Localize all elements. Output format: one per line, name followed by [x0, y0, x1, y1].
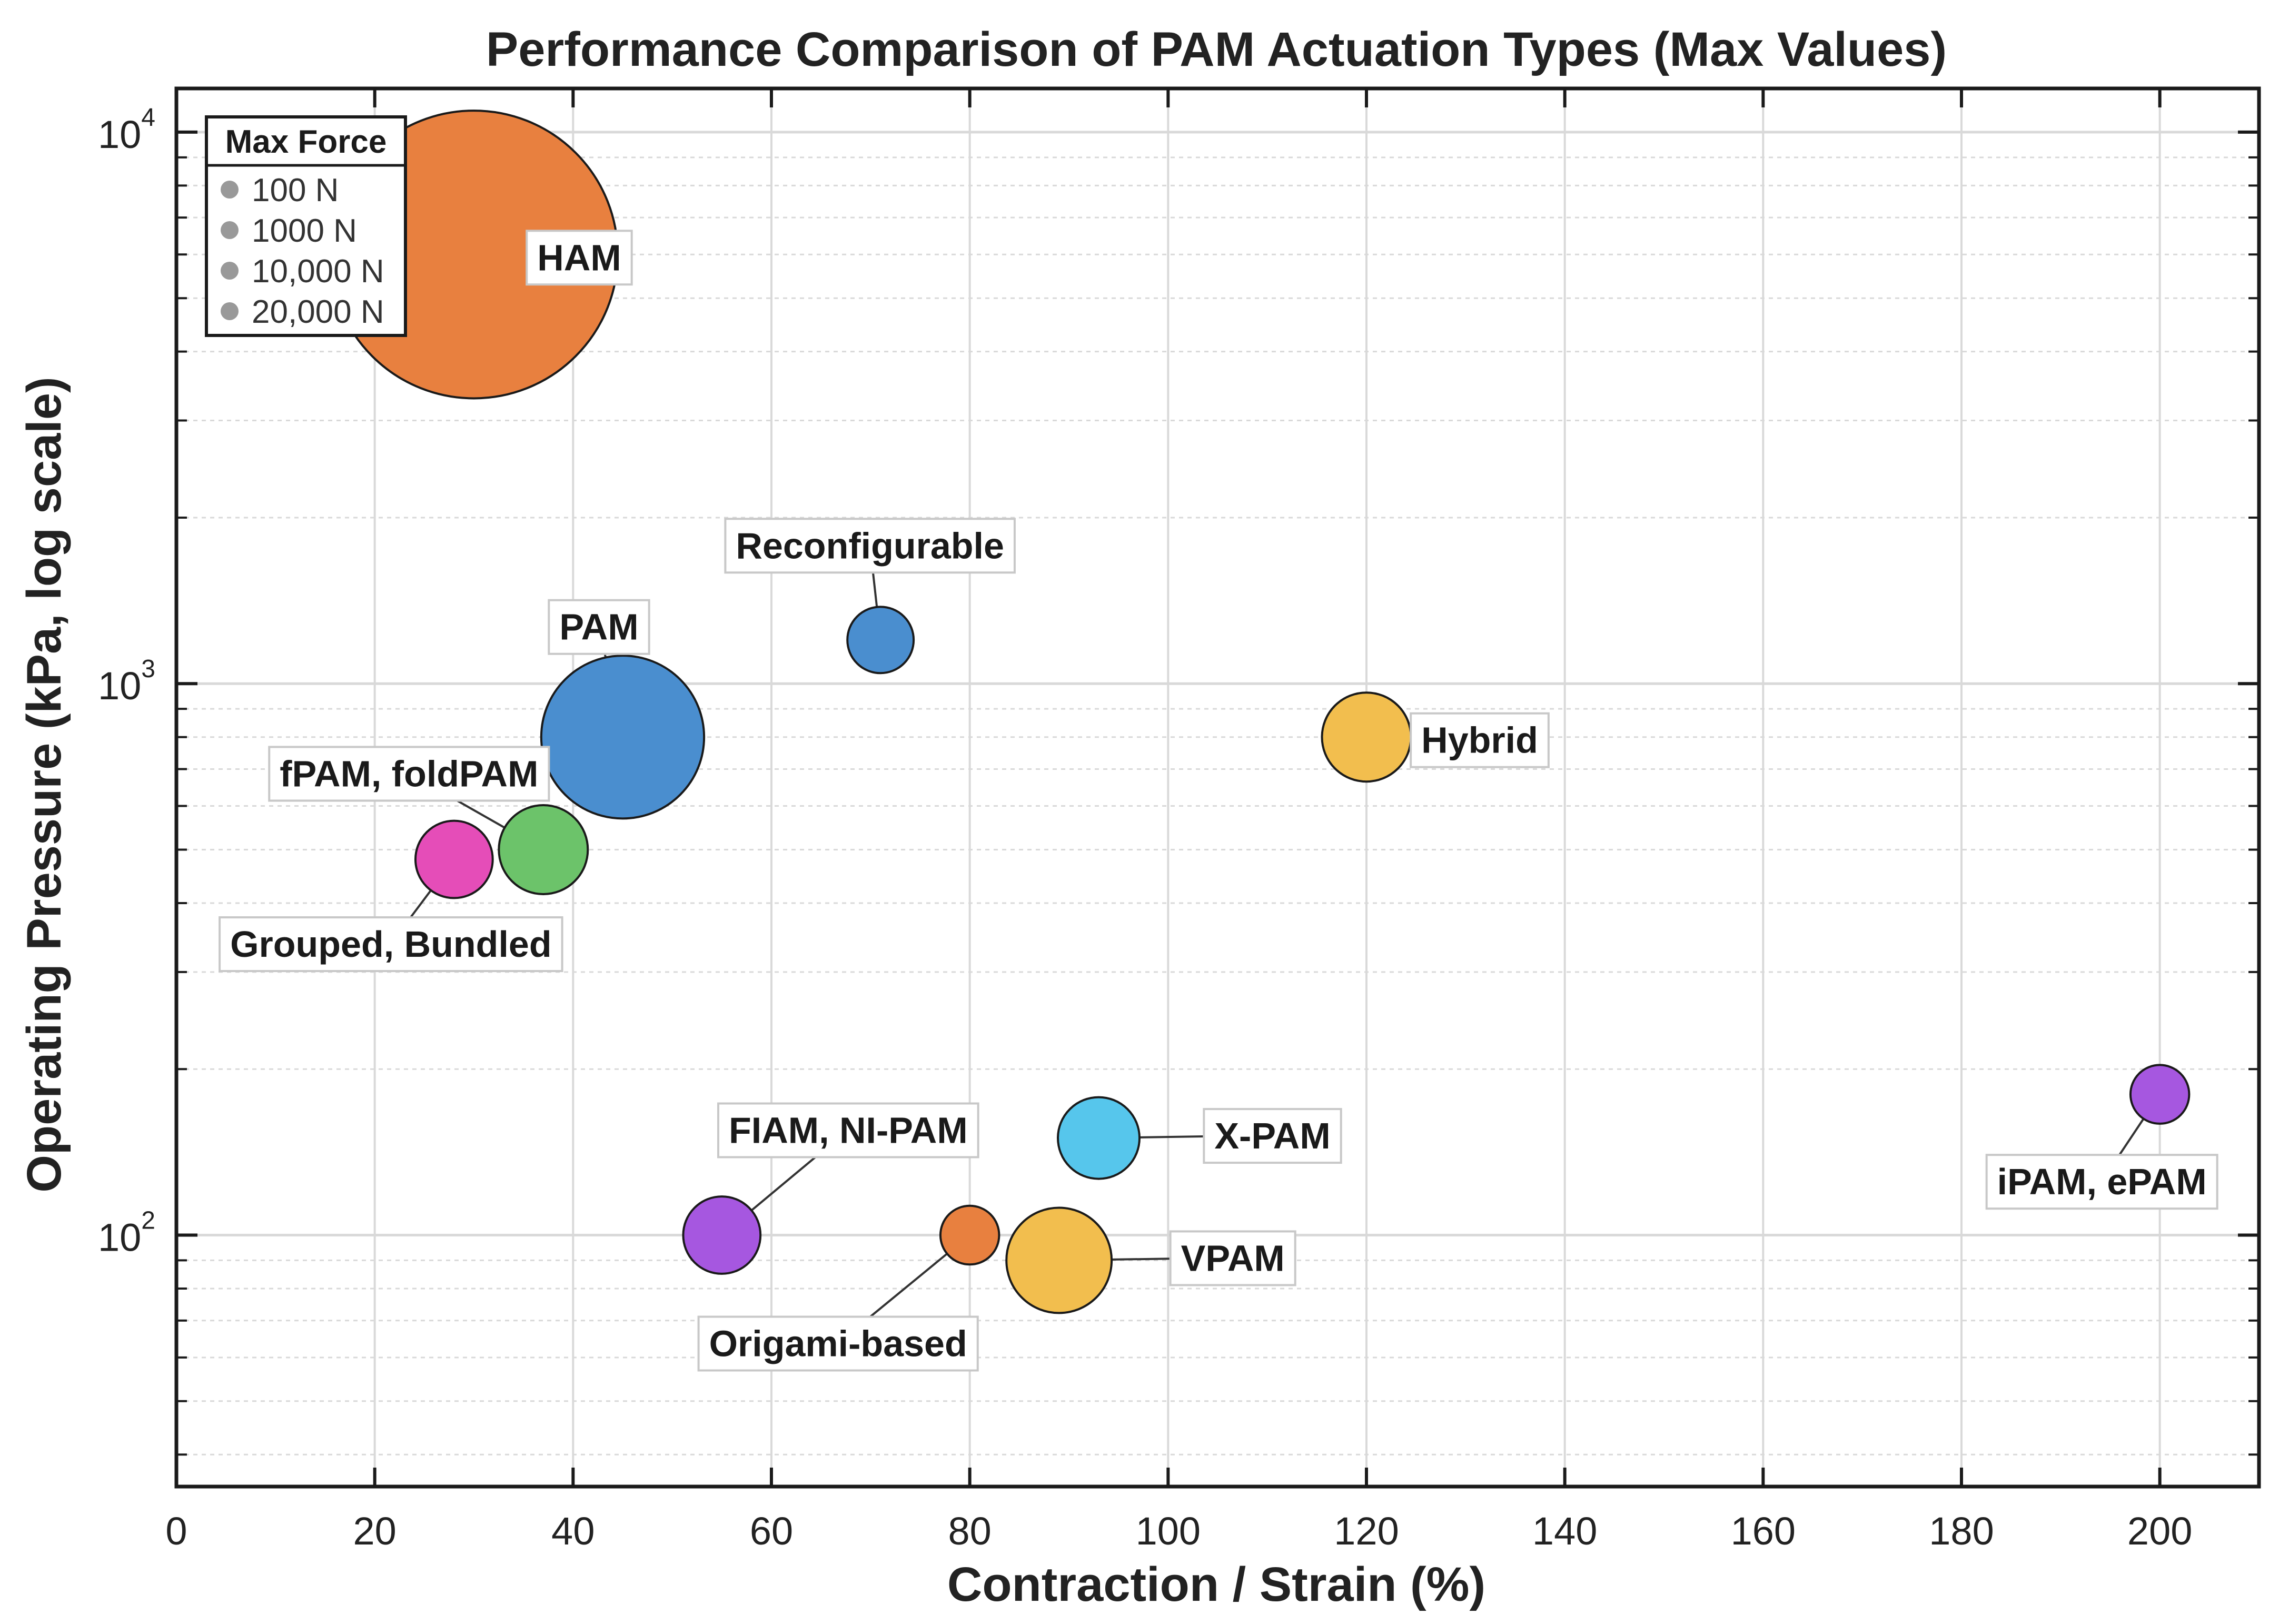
x-tick-label: 120 — [1334, 1509, 1399, 1553]
annotation-box — [548, 599, 650, 655]
annotation-box — [1203, 1108, 1342, 1164]
annotation-label: VPAM — [1181, 1237, 1285, 1279]
legend-entry: 1000 N — [252, 213, 357, 249]
data-point — [498, 804, 589, 895]
x-tick-label: 180 — [1929, 1509, 1994, 1553]
annotation-box — [724, 518, 1016, 574]
legend-entry: 100 N — [252, 172, 339, 209]
y-axis-label: Operating Pressure (kPa, log scale) — [17, 377, 71, 1192]
legend: Max Force 100 N 1000 N 10,000 N 20,000 N — [205, 115, 407, 337]
data-point — [1321, 691, 1412, 783]
annotation: HAM — [526, 230, 633, 286]
annotation: VPAM — [1169, 1230, 1296, 1286]
annotation: iPAM, ePAM — [1985, 1154, 2218, 1210]
chart-title: Performance Comparison of PAM Actuation … — [486, 23, 1947, 76]
annotation-label: X-PAM — [1214, 1115, 1330, 1156]
legend-title: Max Force — [225, 124, 387, 160]
data-annotations: HAM Reconfigurable PAM Hybrid fPAM, foldPAM G… — [219, 230, 2218, 1372]
legend-marker — [221, 302, 239, 320]
x-axis-label: Contraction / Strain (%) — [947, 1558, 1485, 1611]
legend-marker — [221, 181, 239, 199]
annotation-label: FIAM, NI-PAM — [729, 1110, 968, 1151]
x-tick-label: 160 — [1731, 1509, 1796, 1553]
data-point — [1057, 1096, 1141, 1180]
legend-marker — [221, 221, 239, 239]
data-points — [329, 110, 2191, 1314]
x-tick-label: 140 — [1532, 1509, 1597, 1553]
annotation-box — [717, 1102, 979, 1158]
annotation-label: Grouped, Bundled — [230, 924, 552, 965]
annotation: Grouped, Bundled — [219, 916, 563, 973]
data-point — [1005, 1206, 1113, 1314]
annotation-label: Origami-based — [709, 1323, 967, 1364]
y-tick-label: 103 — [98, 655, 155, 708]
axis-ticks: 0 20 40 60 80 100 120 140 160 180 200 102 103 104 — [98, 88, 2259, 1553]
legend-entry: 20,000 N — [252, 294, 384, 330]
plot-frame — [174, 86, 2261, 1489]
annotation-box — [697, 1315, 979, 1372]
annotation-box — [526, 230, 633, 286]
y-tick-label: 102 — [98, 1207, 155, 1260]
annotation: Reconfigurable — [724, 518, 1016, 574]
annotation-box — [268, 746, 550, 802]
legend-entry: 10,000 N — [252, 253, 384, 290]
annotation-label: Hybrid — [1421, 720, 1538, 761]
annotation: PAM — [548, 599, 650, 655]
data-point — [939, 1204, 1000, 1266]
data-point — [414, 819, 494, 899]
annotation: X-PAM — [1203, 1108, 1342, 1164]
annotation: Hybrid — [1410, 712, 1550, 768]
annotation-label: PAM — [559, 607, 638, 648]
x-tick-label: 60 — [750, 1509, 793, 1553]
data-point — [682, 1195, 762, 1275]
annotation-label: iPAM, ePAM — [1997, 1161, 2207, 1202]
y-tick-label: 104 — [98, 104, 155, 156]
annotation-box — [1410, 712, 1550, 768]
data-point — [2129, 1064, 2191, 1125]
annotation-label: fPAM, foldPAM — [280, 753, 538, 794]
x-tick-label: 200 — [2127, 1509, 2192, 1553]
annotation-label: HAM — [537, 237, 621, 278]
x-tick-label: 100 — [1136, 1509, 1201, 1553]
legend-marker — [221, 262, 239, 280]
x-tick-label: 80 — [948, 1509, 992, 1553]
annotation: fPAM, foldPAM — [268, 746, 550, 802]
data-point — [846, 606, 915, 675]
x-tick-label: 40 — [551, 1509, 594, 1553]
x-tick-label: 0 — [165, 1509, 187, 1553]
legend-box — [205, 115, 407, 337]
annotation: Origami-based — [697, 1315, 979, 1372]
annotation-label: Reconfigurable — [736, 525, 1004, 566]
annotation-box — [219, 916, 563, 973]
annotation-box — [1985, 1154, 2218, 1210]
data-point — [540, 655, 706, 820]
x-tick-label: 20 — [353, 1509, 397, 1553]
annotation: FIAM, NI-PAM — [717, 1102, 979, 1158]
annotation-box — [1169, 1230, 1296, 1286]
